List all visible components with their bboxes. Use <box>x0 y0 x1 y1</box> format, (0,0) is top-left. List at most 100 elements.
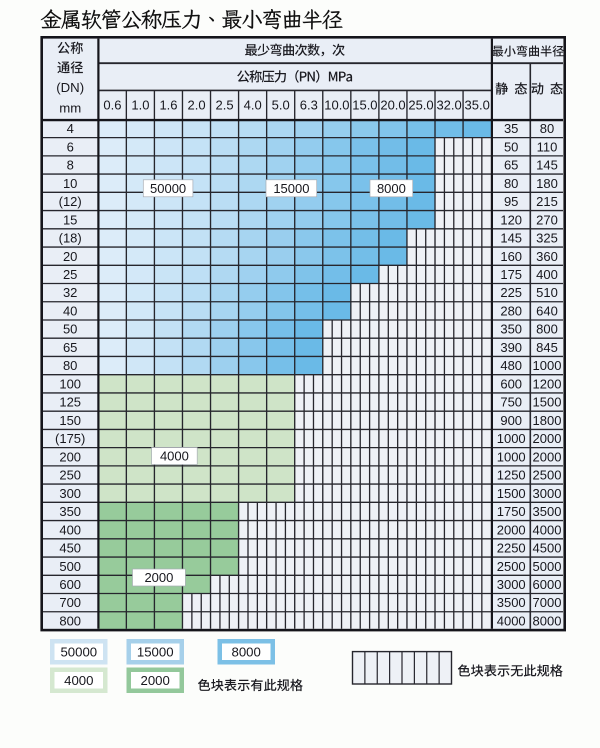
svg-text:1000: 1000 <box>533 358 562 373</box>
svg-text:40: 40 <box>63 304 77 319</box>
svg-text:(12): (12) <box>59 194 82 209</box>
svg-text:6000: 6000 <box>533 577 562 592</box>
svg-text:390: 390 <box>500 340 522 355</box>
svg-text:350: 350 <box>59 504 81 519</box>
svg-text:35: 35 <box>504 121 518 136</box>
svg-text:400: 400 <box>536 267 558 282</box>
svg-text:2250: 2250 <box>497 541 526 556</box>
svg-text:300: 300 <box>59 486 81 501</box>
svg-text:360: 360 <box>536 249 558 264</box>
svg-text:15: 15 <box>63 212 77 227</box>
svg-text:4.0: 4.0 <box>244 98 262 113</box>
svg-text:270: 270 <box>536 212 558 227</box>
svg-text:100: 100 <box>59 376 81 391</box>
svg-text:640: 640 <box>536 304 558 319</box>
svg-text:8000: 8000 <box>232 645 261 660</box>
svg-text:500: 500 <box>59 559 81 574</box>
svg-text:4000: 4000 <box>64 673 93 688</box>
svg-text:145: 145 <box>536 158 558 173</box>
svg-text:1500: 1500 <box>533 395 562 410</box>
svg-text:6: 6 <box>67 139 74 154</box>
svg-text:180: 180 <box>536 176 558 191</box>
svg-text:3500: 3500 <box>533 504 562 519</box>
svg-text:350: 350 <box>500 322 522 337</box>
svg-text:2500: 2500 <box>533 468 562 483</box>
svg-text:845: 845 <box>536 340 558 355</box>
svg-text:20.0: 20.0 <box>380 98 405 113</box>
svg-text:1500: 1500 <box>497 486 526 501</box>
svg-text:(175): (175) <box>55 431 85 446</box>
svg-text:600: 600 <box>59 577 81 592</box>
svg-text:2000: 2000 <box>533 431 562 446</box>
svg-text:20: 20 <box>63 249 77 264</box>
svg-text:80: 80 <box>504 176 518 191</box>
svg-text:2.0: 2.0 <box>188 98 206 113</box>
svg-text:110: 110 <box>537 139 558 154</box>
svg-text:2000: 2000 <box>533 449 562 464</box>
svg-text:3000: 3000 <box>533 486 562 501</box>
svg-text:1750: 1750 <box>497 504 526 519</box>
svg-text:2000: 2000 <box>144 570 173 585</box>
svg-text:6.3: 6.3 <box>300 98 318 113</box>
svg-text:32: 32 <box>63 285 77 300</box>
svg-text:250: 250 <box>59 468 81 483</box>
svg-text:175: 175 <box>500 267 522 282</box>
svg-text:1800: 1800 <box>533 413 562 428</box>
svg-text:4000: 4000 <box>160 449 189 464</box>
svg-text:150: 150 <box>59 413 81 428</box>
svg-text:80: 80 <box>63 358 77 373</box>
svg-text:800: 800 <box>59 614 81 629</box>
svg-text:3500: 3500 <box>497 595 526 610</box>
svg-text:2500: 2500 <box>497 559 526 574</box>
svg-text:50000: 50000 <box>60 645 97 660</box>
svg-text:10: 10 <box>63 176 77 191</box>
svg-text:2000: 2000 <box>141 673 170 688</box>
svg-text:0.6: 0.6 <box>103 98 121 113</box>
svg-text:4000: 4000 <box>533 522 562 537</box>
svg-text:1.0: 1.0 <box>131 98 149 113</box>
svg-text:(18): (18) <box>59 231 82 246</box>
svg-text:700: 700 <box>59 595 81 610</box>
svg-text:145: 145 <box>500 231 522 246</box>
svg-text:450: 450 <box>59 541 81 556</box>
svg-text:1250: 1250 <box>497 468 526 483</box>
svg-text:80: 80 <box>540 121 554 136</box>
svg-text:35.0: 35.0 <box>465 98 490 113</box>
svg-text:2000: 2000 <box>497 522 526 537</box>
svg-text:50000: 50000 <box>150 181 186 196</box>
svg-text:1000: 1000 <box>497 431 526 446</box>
svg-text:2.5: 2.5 <box>216 98 234 113</box>
svg-text:200: 200 <box>59 449 81 464</box>
svg-text:32.0: 32.0 <box>436 98 461 113</box>
svg-text:120: 120 <box>500 212 522 227</box>
svg-text:325: 325 <box>536 231 558 246</box>
svg-text:(DN): (DN) <box>56 80 84 95</box>
svg-text:10.0: 10.0 <box>324 98 349 113</box>
svg-text:160: 160 <box>500 249 522 264</box>
svg-text:25: 25 <box>63 267 77 282</box>
svg-text:125: 125 <box>59 395 81 410</box>
svg-text:510: 510 <box>536 285 558 300</box>
svg-text:mm: mm <box>59 100 81 115</box>
svg-text:15.0: 15.0 <box>352 98 377 113</box>
svg-text:25.0: 25.0 <box>408 98 433 113</box>
svg-text:750: 750 <box>500 395 522 410</box>
svg-text:215: 215 <box>536 194 558 209</box>
svg-text:5000: 5000 <box>533 559 562 574</box>
svg-text:4500: 4500 <box>533 541 562 556</box>
svg-text:900: 900 <box>500 413 522 428</box>
svg-text:7000: 7000 <box>533 595 562 610</box>
svg-text:800: 800 <box>536 322 558 337</box>
svg-text:8000: 8000 <box>377 181 406 196</box>
svg-text:1000: 1000 <box>497 449 526 464</box>
svg-text:480: 480 <box>500 358 522 373</box>
svg-text:4: 4 <box>67 121 74 136</box>
svg-text:15000: 15000 <box>273 181 309 196</box>
svg-text:65: 65 <box>63 340 77 355</box>
svg-text:15000: 15000 <box>137 645 174 660</box>
svg-text:600: 600 <box>500 376 522 391</box>
svg-text:225: 225 <box>500 285 522 300</box>
svg-text:4000: 4000 <box>497 614 526 629</box>
svg-text:1200: 1200 <box>533 376 562 391</box>
svg-text:280: 280 <box>500 304 522 319</box>
